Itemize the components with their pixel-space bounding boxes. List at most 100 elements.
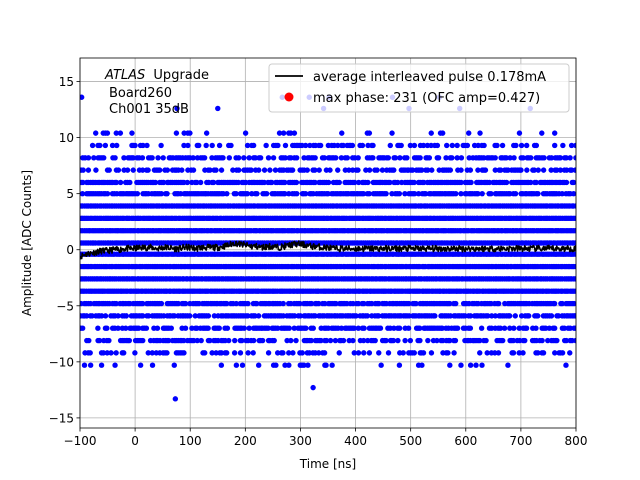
sample-point bbox=[551, 325, 558, 331]
sample-point bbox=[209, 350, 215, 356]
sample-point bbox=[366, 130, 373, 136]
x-axis-label: Time [ns] bbox=[299, 457, 356, 471]
sample-point bbox=[327, 337, 334, 344]
sample-point bbox=[484, 350, 490, 356]
sample-point bbox=[482, 167, 489, 173]
sample-point bbox=[560, 142, 566, 149]
sample-point bbox=[559, 300, 565, 307]
sample-point bbox=[411, 142, 418, 149]
sample-point bbox=[209, 142, 215, 149]
sample-point bbox=[546, 325, 553, 331]
sample-point bbox=[439, 325, 445, 331]
sample-point bbox=[228, 142, 234, 149]
sample-point bbox=[360, 337, 367, 344]
sample-point bbox=[115, 313, 121, 319]
sample-point bbox=[113, 300, 119, 307]
sample-point bbox=[321, 350, 328, 356]
sample-point bbox=[477, 130, 483, 136]
sample-point bbox=[294, 190, 300, 197]
sample-point bbox=[149, 155, 155, 161]
sample-point bbox=[255, 362, 262, 368]
sample-point bbox=[323, 362, 329, 368]
sample-point bbox=[516, 130, 523, 136]
sample-point bbox=[265, 155, 272, 161]
sample-point bbox=[479, 190, 485, 197]
sample-point bbox=[458, 155, 465, 161]
sample-point bbox=[218, 350, 225, 356]
sample-point bbox=[290, 350, 296, 356]
sample-point bbox=[479, 362, 485, 368]
sample-point bbox=[407, 337, 414, 344]
sample-point bbox=[333, 155, 339, 161]
sample-point bbox=[117, 179, 124, 186]
sample-point bbox=[87, 350, 93, 356]
sample-point bbox=[263, 190, 270, 197]
sample-point bbox=[303, 325, 309, 331]
sample-point bbox=[104, 190, 111, 197]
sample-point bbox=[235, 155, 242, 161]
sample-points bbox=[80, 94, 576, 402]
sample-point bbox=[115, 167, 122, 173]
sample-point bbox=[483, 337, 489, 344]
sample-point bbox=[512, 313, 518, 319]
sample-point bbox=[439, 130, 446, 136]
sample-point bbox=[93, 167, 99, 173]
sample-point bbox=[372, 337, 378, 344]
sample-point bbox=[297, 313, 304, 319]
sample-point bbox=[428, 130, 434, 136]
sample-point bbox=[216, 142, 223, 149]
sample-point bbox=[366, 167, 373, 173]
sample-point bbox=[164, 190, 170, 197]
sample-point bbox=[458, 167, 464, 173]
sample-point bbox=[535, 313, 541, 319]
sample-point bbox=[218, 362, 225, 368]
sample-point bbox=[552, 130, 558, 136]
sample-point bbox=[533, 142, 540, 149]
sample-point bbox=[572, 227, 576, 234]
sample-point bbox=[552, 350, 558, 356]
x-tick-label: 0 bbox=[131, 434, 139, 448]
sample-point bbox=[115, 325, 121, 331]
sample-point bbox=[181, 350, 187, 356]
sample-point bbox=[251, 337, 257, 344]
sample-point bbox=[385, 155, 392, 161]
sample-point bbox=[310, 325, 316, 331]
x-tick-label: 200 bbox=[234, 434, 257, 448]
sample-point bbox=[425, 337, 431, 344]
sample-point bbox=[207, 337, 213, 344]
sample-point bbox=[224, 190, 230, 197]
sample-point bbox=[522, 337, 528, 344]
sample-point bbox=[542, 325, 549, 331]
sample-point bbox=[355, 350, 362, 356]
x-tick-label: 500 bbox=[399, 434, 422, 448]
sample-point bbox=[365, 179, 371, 186]
sample-point bbox=[241, 155, 247, 161]
sample-point bbox=[485, 313, 491, 319]
sample-point bbox=[196, 142, 202, 149]
sample-point bbox=[220, 155, 226, 161]
sample-point bbox=[197, 179, 204, 186]
sample-point bbox=[121, 350, 127, 356]
sample-point bbox=[289, 167, 296, 173]
sample-point bbox=[205, 325, 211, 331]
sample-point bbox=[286, 325, 292, 331]
sample-point bbox=[123, 313, 129, 319]
sample-point bbox=[554, 337, 560, 344]
sample-point bbox=[573, 325, 576, 331]
y-axis-label: Amplitude [ADC Counts] bbox=[20, 170, 34, 316]
sample-point-outlier bbox=[310, 384, 316, 391]
sample-point bbox=[429, 167, 435, 173]
sample-point bbox=[541, 155, 547, 161]
sample-point bbox=[523, 142, 530, 149]
sample-point bbox=[389, 130, 395, 136]
y-tick-label: −10 bbox=[49, 355, 74, 369]
sample-point bbox=[420, 350, 427, 356]
sample-point bbox=[282, 142, 289, 149]
sample-point bbox=[127, 179, 133, 186]
sample-point bbox=[102, 313, 109, 319]
sample-point bbox=[435, 155, 442, 161]
sample-point bbox=[271, 337, 277, 344]
sample-point bbox=[231, 350, 238, 356]
y-tick-label: −15 bbox=[49, 411, 74, 425]
sample-point bbox=[157, 167, 163, 173]
